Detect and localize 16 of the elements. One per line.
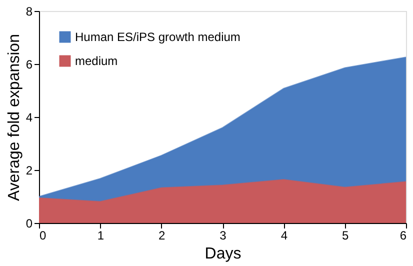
y-tick-label: 6 [26,58,33,72]
x-tick-label: 1 [97,228,104,242]
x-tick-label: 4 [280,228,288,242]
y-tick-label: 0 [26,216,33,230]
y-tick-label: 2 [26,164,33,178]
x-axis-title: Days [204,246,242,262]
x-tick-label: 5 [342,228,349,242]
x-tick-label: 2 [158,228,166,242]
y-tick-label: 8 [26,4,33,18]
y-tick-label: 4 [26,110,33,124]
x-tick-label: 0 [40,228,46,242]
legend-label: medium [75,54,118,68]
x-tick-label: 6 [400,228,407,242]
legend-label: Human ES/iPS growth medium [75,30,240,44]
x-tick-label: 3 [220,228,227,242]
y-axis-title: Average fold expansion [6,34,23,201]
